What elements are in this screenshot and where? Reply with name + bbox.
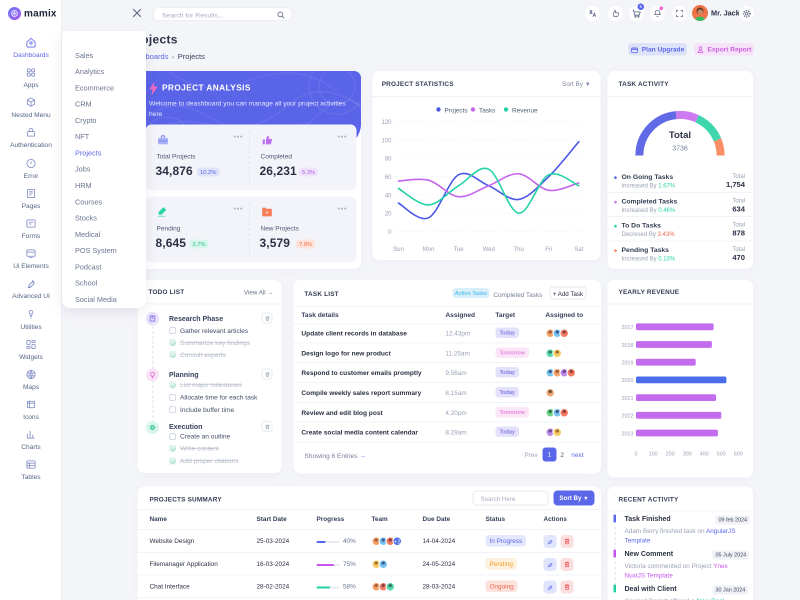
svg-text:200: 200 xyxy=(666,451,675,457)
svg-text:120: 120 xyxy=(382,120,393,126)
svg-text:Sat: Sat xyxy=(574,247,583,253)
svg-text:2019: 2019 xyxy=(622,361,634,367)
svg-text:0: 0 xyxy=(635,451,638,457)
svg-text:20: 20 xyxy=(385,212,392,218)
svg-text:2017: 2017 xyxy=(622,325,634,331)
svg-text:Fri: Fri xyxy=(545,247,552,253)
svg-text:40: 40 xyxy=(385,193,392,199)
svg-text:80: 80 xyxy=(385,157,392,163)
svg-text:Tue: Tue xyxy=(454,247,465,253)
svg-text:100: 100 xyxy=(382,138,393,144)
svg-text:60: 60 xyxy=(385,175,392,181)
svg-text:2023: 2023 xyxy=(622,431,634,437)
svg-text:500: 500 xyxy=(717,451,726,457)
svg-text:Revenue: Revenue xyxy=(512,108,538,115)
svg-text:Sun: Sun xyxy=(393,247,404,253)
svg-text:0: 0 xyxy=(388,230,392,236)
svg-text:2021: 2021 xyxy=(622,396,634,402)
svg-text:400: 400 xyxy=(700,451,709,457)
svg-text:Mon: Mon xyxy=(423,247,435,253)
svg-text:100: 100 xyxy=(649,451,658,457)
svg-text:300: 300 xyxy=(683,451,692,457)
svg-text:2020: 2020 xyxy=(622,378,634,384)
svg-text:600: 600 xyxy=(734,451,743,457)
svg-text:Wed: Wed xyxy=(483,247,495,253)
svg-text:Thu: Thu xyxy=(514,247,524,253)
svg-text:Tasks: Tasks xyxy=(479,108,495,115)
svg-text:2022: 2022 xyxy=(622,414,634,420)
svg-text:Projects: Projects xyxy=(445,108,468,115)
svg-text:2018: 2018 xyxy=(622,343,634,349)
